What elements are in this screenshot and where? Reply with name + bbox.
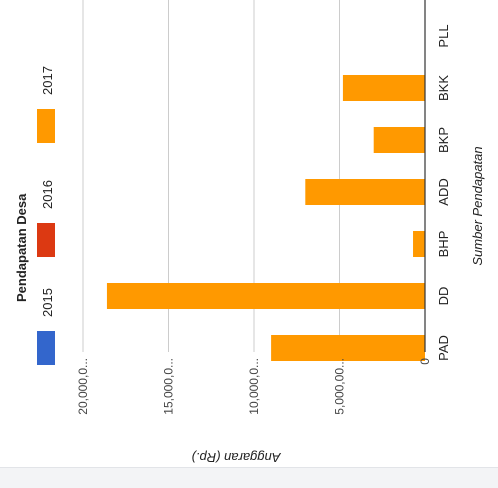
category-label: PLL [436, 24, 451, 47]
bar-2017-DD[interactable] [106, 283, 425, 309]
bar-2017-PAD[interactable] [271, 335, 425, 361]
bar-2017-BKP[interactable] [373, 127, 425, 153]
bar-2017-ADD[interactable] [305, 179, 425, 205]
legend-label: 2016 [40, 180, 55, 209]
category-labels: PAD DD BHP ADD BKP BKK PLL [436, 24, 451, 360]
legend-label: 2015 [40, 288, 55, 317]
bar-2017-BKK[interactable] [342, 75, 425, 101]
category-label: BKP [436, 127, 451, 153]
legend-swatch [37, 109, 55, 143]
category-label: PAD [436, 335, 451, 361]
tick-label: 10,000,0... [247, 358, 261, 415]
tick-label: 5,000,00... [333, 358, 347, 415]
y-axis-title: Anggaran (Rp.) [192, 450, 282, 465]
bars [106, 75, 425, 361]
category-label: DD [436, 287, 451, 306]
tick-label: 0 [418, 358, 432, 365]
legend-label: 2017 [40, 66, 55, 95]
bar-2017-BHP[interactable] [413, 231, 425, 257]
tick-label: 20,000,0... [76, 358, 90, 415]
legend-swatch [37, 331, 55, 365]
category-label: ADD [436, 178, 451, 205]
x-axis-title: Sumber Pendapatan [470, 146, 485, 265]
tick-labels: 0 5,000,00... 10,000,0... 15,000,0... 20,000… [76, 358, 432, 415]
legend: Pendapatan Desa 2015 2016 2017 [14, 66, 55, 365]
chart: PAD DD BHP ADD BKP BKK PLL 0 5,000,00... 10,000,… [14, 0, 485, 465]
legend-title: Pendapatan Desa [14, 193, 29, 302]
legend-items: 2015 2016 2017 [37, 66, 55, 365]
tick-label: 15,000,0... [162, 358, 176, 415]
category-label: BKK [436, 75, 451, 101]
footer-strip [0, 467, 498, 488]
legend-swatch [37, 223, 55, 257]
category-label: BHP [436, 231, 451, 258]
